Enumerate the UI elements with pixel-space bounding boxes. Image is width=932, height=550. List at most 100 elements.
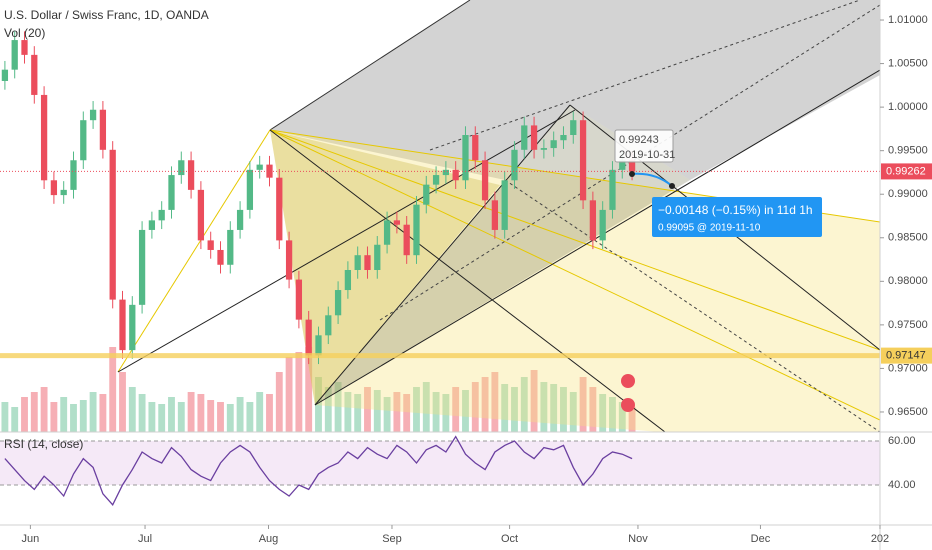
- candle-body: [550, 140, 557, 149]
- candle-body: [364, 255, 371, 270]
- volume-bar: [569, 392, 577, 432]
- candle-body: [599, 209, 606, 241]
- chart-title: U.S. Dollar / Swiss Franc, 1D, OANDA: [4, 8, 209, 22]
- candle-body: [50, 180, 58, 196]
- candle-body: [511, 149, 518, 181]
- candle-body: [40, 94, 48, 181]
- volume-bar: [354, 394, 362, 432]
- volume-bar: [618, 402, 626, 432]
- volume-bar: [471, 382, 479, 432]
- volume-bar: [364, 387, 371, 432]
- y-tick-label: 0.99500: [888, 145, 928, 157]
- candle-body: [570, 120, 577, 135]
- volume-bar: [256, 392, 264, 432]
- y-tick-label: 0.99000: [888, 188, 928, 200]
- candle-body: [442, 169, 450, 176]
- projection-label: −0.00148 (−0.15%) in 11d 1h: [658, 203, 813, 217]
- y-tick-label: 1.01000: [888, 14, 928, 26]
- volume-bar: [236, 397, 244, 432]
- callout-box: [614, 129, 674, 163]
- rsi-tick-label: 60.00: [888, 435, 916, 447]
- volume-bar: [432, 392, 440, 432]
- volume-bar: [511, 387, 518, 432]
- channel-line: [269, 0, 471, 131]
- volume-bar: [305, 347, 313, 432]
- candle-body: [236, 209, 244, 230]
- volume-bar: [89, 392, 97, 432]
- y-tick-label: 0.98000: [888, 275, 928, 287]
- y-tick-label: 0.96500: [888, 406, 928, 418]
- candle-body: [560, 135, 567, 141]
- candle-body: [276, 177, 283, 241]
- volume-bar: [579, 377, 587, 432]
- candle-body: [589, 200, 597, 241]
- channel-line: [117, 109, 576, 373]
- candle-body: [80, 120, 87, 161]
- rsi-tick-label: 40.00: [888, 479, 916, 491]
- volume-bar: [60, 397, 68, 432]
- volume-bar: [560, 387, 567, 432]
- level-tag: [881, 347, 932, 364]
- candle-body: [129, 304, 136, 351]
- candle-body: [138, 229, 146, 305]
- triangle-area: [270, 130, 500, 405]
- x-tick-label: Oct: [501, 533, 518, 545]
- candle-body: [227, 229, 234, 265]
- volume-bar: [11, 407, 19, 432]
- volume-bar: [187, 392, 195, 432]
- event-icon: [621, 374, 635, 388]
- volume-bar: [481, 377, 489, 432]
- candle-body: [491, 200, 499, 230]
- volume-bar: [609, 397, 616, 432]
- volume-bar: [491, 372, 499, 432]
- projection-box: [652, 197, 822, 237]
- candle-body: [60, 189, 67, 196]
- rsi-line: [4, 435, 633, 506]
- candle-body: [295, 279, 303, 320]
- triangle-area: [315, 105, 690, 405]
- volume-bar: [177, 402, 185, 432]
- candle-body: [31, 54, 38, 95]
- candle-body: [521, 125, 528, 150]
- candle-body: [432, 175, 440, 185]
- volume-title: Vol (20): [4, 26, 45, 40]
- annotations: 0.99243 2019-10-31 −0.00148 (−0.15%) in …: [614, 129, 822, 412]
- volume-bar: [1, 402, 9, 432]
- x-tick-label: Nov: [628, 533, 648, 545]
- volume-bar: [109, 347, 117, 432]
- candle-body: [423, 184, 430, 205]
- volume-bar: [628, 407, 636, 432]
- volume-bar: [119, 372, 126, 432]
- volume-bar: [520, 377, 528, 432]
- candle-body: [579, 120, 587, 201]
- volume-bar: [550, 384, 558, 432]
- callout-price: 0.99243: [619, 134, 659, 146]
- price-pane: [0, 31, 880, 365]
- candle-body: [1, 69, 9, 81]
- volume-bar: [246, 402, 254, 432]
- candle-body: [354, 255, 361, 270]
- candle-body: [305, 319, 312, 356]
- candle-body: [530, 125, 538, 150]
- channel-line: [269, 129, 666, 432]
- candle-body: [481, 160, 489, 201]
- volume-bar: [413, 387, 420, 432]
- candle-body: [178, 160, 185, 176]
- projection-start: [629, 171, 635, 177]
- volume-bar: [315, 377, 322, 432]
- candle-body: [207, 240, 214, 250]
- volume-bar: [530, 370, 538, 432]
- candle-body: [217, 249, 224, 265]
- candle-body: [540, 148, 548, 150]
- candle-body: [266, 164, 273, 178]
- volume-bar: [393, 392, 401, 432]
- y-tick-label: 0.97500: [888, 319, 928, 331]
- rsi-title: RSI (14, close): [4, 437, 83, 451]
- callout-date: 2019-10-31: [619, 149, 675, 161]
- volume-bar: [40, 387, 48, 432]
- volume-bar: [403, 394, 411, 432]
- axes: 1.01000 1.00500 1.00000 0.99500 0.99000 0.985…: [22, 14, 932, 545]
- candle-body: [256, 164, 263, 170]
- candle-body: [344, 270, 352, 291]
